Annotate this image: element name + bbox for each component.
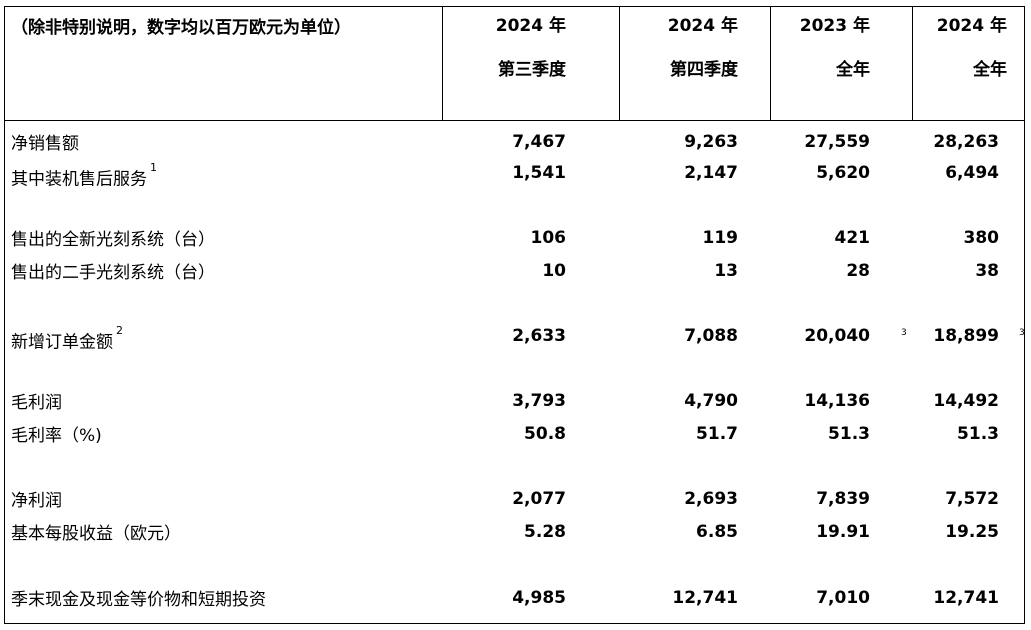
cell-value: 10 [542,261,566,281]
cell-value: 19.91 [816,522,870,542]
cell-value: 51.3 [957,424,999,444]
cell-value: 6,494 [945,163,999,183]
cell-value: 119 [702,228,739,248]
cell-value: 7,010 [816,588,870,608]
cell-value: 1,541 [512,163,566,183]
col4-period: 全年 [973,60,1007,80]
col2-period: 第四季度 [670,60,738,80]
col3-period: 全年 [836,60,870,80]
cell-value: 28 [846,261,870,281]
row-label-gross-profit: 毛利润 [11,393,62,413]
cell-value: 9,263 [684,132,738,152]
cell-value: 2,147 [684,163,738,183]
col2-year: 2024 年 [667,16,738,36]
cell-value: 38 [975,261,999,281]
cell-value: 5,620 [816,163,870,183]
row-label-service: 其中装机售后服务1 [11,161,157,190]
cell-value: 4,985 [512,588,566,608]
cell-value: 2,077 [512,489,566,509]
cell-value: 14,136 [804,391,870,411]
column-divider [912,6,913,121]
col4-year: 2024 年 [936,16,1007,36]
cell-value: 7,572 [945,489,999,509]
row-label-net-income: 净利润 [11,491,62,511]
row-label-new-systems: 售出的全新光刻系统（台） [11,230,215,250]
cell-value: 27,559 [804,132,870,152]
cell-value: 13 [714,261,738,281]
cell-value: 3,793 [512,391,566,411]
col3-year: 2023 年 [799,16,870,36]
header-divider [4,120,1025,121]
cell-value: 51.7 [696,424,738,444]
row-label-cash: 季末现金及现金等价物和短期投资 [11,590,266,610]
cell-value: 50.8 [524,424,566,444]
financial-table [4,6,1025,624]
cell-value: 19.25 [945,522,999,542]
cell-value: 12,741 [933,588,999,608]
footnote-marker: 3 [1019,328,1025,338]
cell-value: 7,088 [684,326,738,346]
unit-note: （除非特别说明，数字均以百万欧元为单位） [11,18,351,38]
footnote-marker: 1 [150,161,157,174]
cell-value: 20,040 [804,326,870,346]
column-divider [770,6,771,121]
row-label-eps: 基本每股收益（欧元） [11,524,181,544]
footnote-marker: 2 [116,324,123,337]
cell-value: 2,693 [684,489,738,509]
column-divider [619,6,620,121]
cell-value: 4,790 [684,391,738,411]
row-label-gross-margin: 毛利率（%) [11,426,102,446]
cell-value: 5.28 [524,522,566,542]
cell-value: 380 [963,228,1000,248]
cell-value: 7,467 [512,132,566,152]
cell-value: 14,492 [933,391,999,411]
cell-value: 106 [530,228,567,248]
row-label-net-sales: 净销售额 [11,134,79,154]
col1-year: 2024 年 [495,16,566,36]
cell-value: 12,741 [672,588,738,608]
cell-value: 421 [834,228,871,248]
row-label-bookings: 新增订单金额2 [11,324,123,353]
cell-value: 2,633 [512,326,566,346]
row-label-used-systems: 售出的二手光刻系统（台） [11,263,215,283]
cell-value: 28,263 [933,132,999,152]
cell-value: 18,899 [933,326,999,346]
cell-value: 6.85 [696,522,738,542]
cell-value: 7,839 [816,489,870,509]
footnote-marker: 3 [901,328,907,338]
col1-period: 第三季度 [498,60,566,80]
column-divider [442,6,443,121]
cell-value: 51.3 [828,424,870,444]
